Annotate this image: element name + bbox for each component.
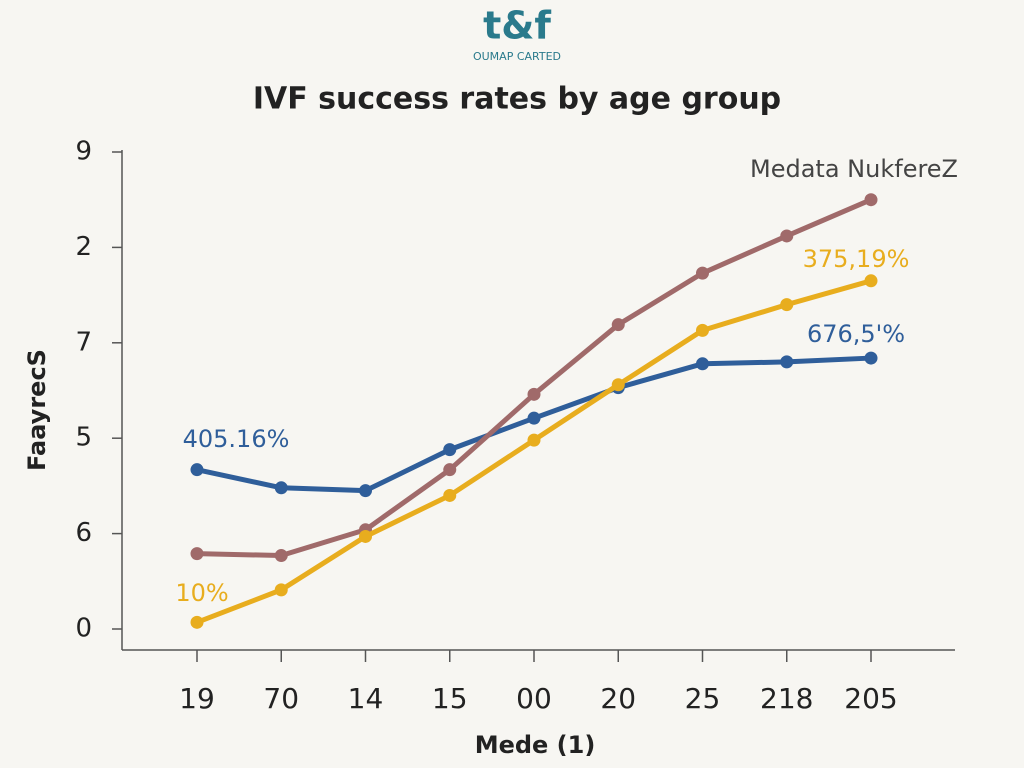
point	[527, 433, 541, 447]
point	[443, 463, 457, 477]
y-tick-label: 2	[75, 232, 92, 262]
point	[274, 583, 288, 597]
point	[780, 355, 794, 369]
x-tick-label: 00	[516, 682, 552, 715]
series-line	[196, 278, 872, 625]
legend-label: Medata NukfereZ	[750, 155, 958, 183]
y-tick-label: 6	[75, 518, 92, 548]
point	[190, 615, 204, 629]
y-tick-label: 5	[75, 423, 92, 453]
y-tick-label: 7	[75, 327, 92, 357]
x-tick-label: 14	[348, 682, 384, 715]
logo: t&f	[483, 4, 551, 48]
point	[527, 411, 541, 425]
y-axis-label: FaayrecS	[23, 349, 51, 471]
point	[611, 318, 625, 332]
point	[696, 357, 709, 371]
annotation: 10%	[175, 579, 228, 607]
point	[190, 463, 204, 477]
point	[443, 488, 457, 502]
logo-subtitle: OUMAP CARTED	[473, 50, 561, 63]
point	[864, 193, 878, 207]
x-tick-label: 205	[844, 682, 897, 715]
series-line	[196, 197, 872, 559]
y-tick-label: 9	[75, 137, 92, 167]
point	[443, 443, 457, 457]
chart-title: IVF success rates by age group	[253, 82, 781, 117]
x-tick-label: 19	[179, 682, 215, 715]
point	[527, 387, 541, 401]
point	[696, 266, 709, 280]
x-tick-label: 218	[760, 682, 813, 715]
x-tick-label: 70	[263, 682, 299, 715]
annotation: 676,5'%	[807, 320, 905, 348]
point	[864, 274, 878, 288]
point	[864, 351, 878, 365]
point	[190, 547, 204, 561]
annotation: 405.16%	[183, 425, 290, 453]
point	[359, 484, 372, 498]
point	[359, 529, 372, 543]
point	[780, 298, 794, 312]
point	[780, 229, 794, 243]
point	[611, 378, 625, 392]
x-tick-label: 15	[432, 682, 468, 715]
point	[274, 481, 288, 495]
x-tick-label: 25	[685, 682, 721, 715]
y-tick-label: 0	[75, 614, 92, 644]
annotation: 375,19%	[803, 245, 910, 273]
point	[274, 549, 288, 563]
x-axis-label: Mede (1)	[475, 731, 596, 759]
point	[696, 323, 709, 337]
x-tick-label: 20	[600, 682, 636, 715]
